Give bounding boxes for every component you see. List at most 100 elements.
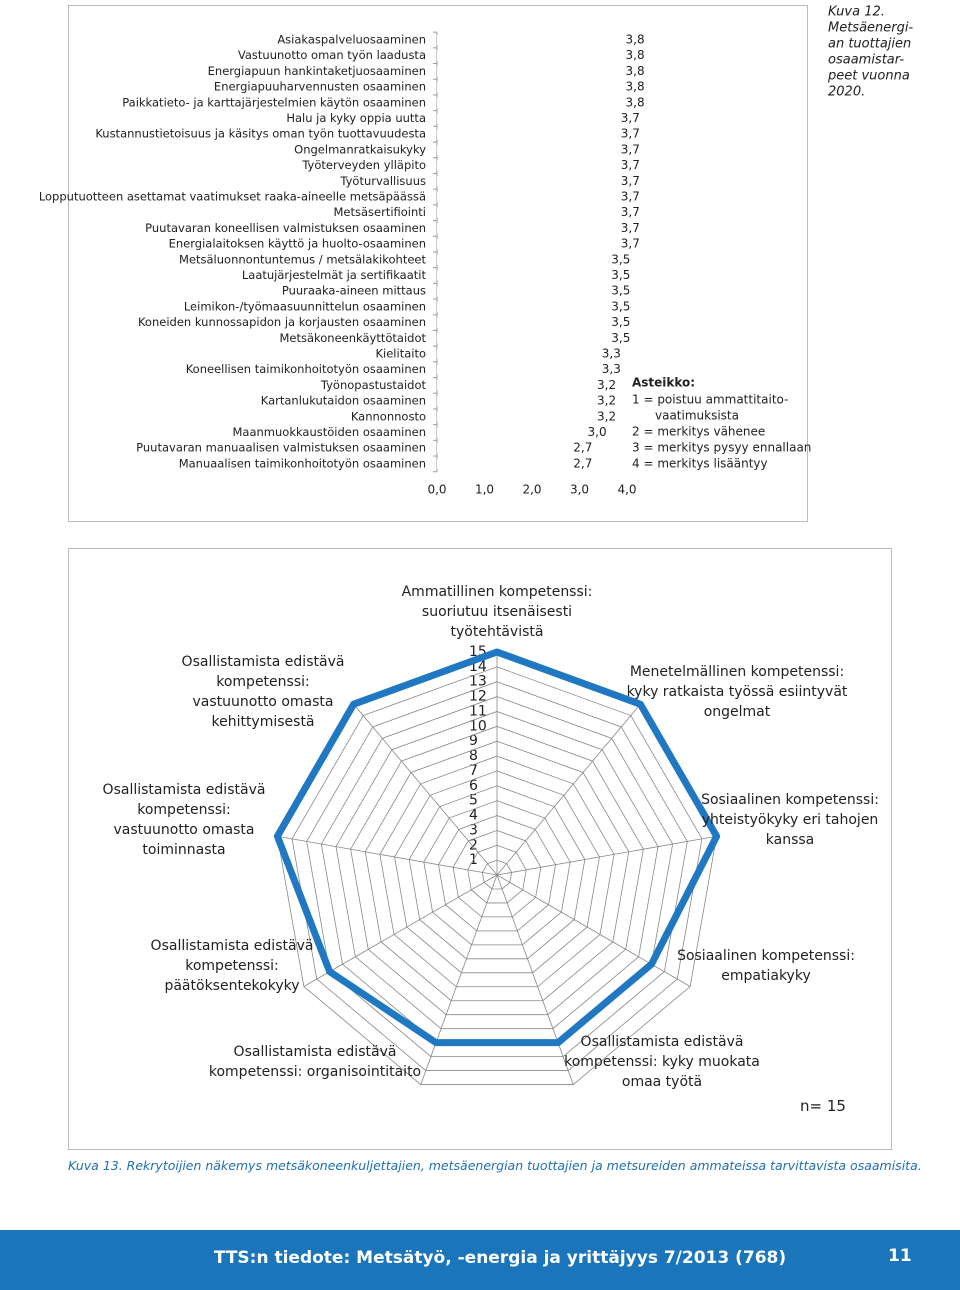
footer-band: TTS:n tiedote: Metsätyö, -energia ja yri… — [0, 1230, 960, 1290]
value-label: 3,3 — [602, 347, 621, 361]
category-label: Energiapuun hankintaketjuosaaminen — [208, 64, 426, 78]
category-label: Kannonnosto — [351, 409, 426, 423]
spoke — [496, 835, 717, 876]
grid-ring — [364, 740, 630, 1002]
category-label: Energiapuuharvennusten osaaminen — [214, 80, 426, 94]
bar — [437, 349, 594, 359]
bar — [437, 176, 613, 187]
bar — [437, 144, 613, 155]
r-tick-label: 13 — [469, 674, 487, 690]
value-label: 3,5 — [611, 315, 630, 329]
grid-ring — [481, 859, 513, 890]
bar — [437, 66, 618, 77]
axis-label: Osallistamista edistävä kompetenssi: kyk… — [564, 1034, 760, 1090]
caption: Kuva 13. Rekrytoijien näkemys metsäkonee… — [68, 1158, 922, 1173]
axis-label: Menetelmällinen kompetenssi: kyky ratkai… — [626, 664, 848, 720]
bar — [437, 129, 613, 140]
category-label: Leimikon-/työmaasuunnittelun osaaminen — [184, 299, 426, 313]
x-tick-label: 1,0 — [475, 483, 494, 497]
category-label: Koneiden kunnossapidon ja korjausten osa… — [138, 315, 426, 329]
r-tick-label: 12 — [469, 689, 487, 705]
value-label: 3,8 — [626, 64, 645, 78]
grid-ring — [306, 681, 688, 1058]
category-label: Työnopastustaidot — [320, 378, 427, 392]
bar — [437, 35, 618, 45]
axis-label: Sosiaalinen kompetenssi: yhteistyökyky e… — [701, 792, 879, 848]
value-label: 3,5 — [611, 331, 630, 345]
bar — [437, 286, 604, 297]
caption: peet vuonna — [827, 69, 910, 84]
spoke — [496, 703, 641, 876]
value-label: 3,8 — [626, 33, 645, 47]
category-label: Kartanlukutaidon osaaminen — [261, 394, 426, 408]
caption: Kuva 12. — [828, 5, 885, 20]
x-tick-label: 4,0 — [617, 483, 636, 497]
value-label: 3,3 — [602, 362, 621, 376]
category-label: Työterveyden ylläpito — [301, 158, 426, 172]
legend-line: 3 = merkitys pysyy ennallaan — [632, 441, 811, 455]
r-tick-label: 11 — [469, 703, 487, 719]
spoke — [496, 874, 574, 1085]
axis-label: Osallistamista edistävä kompetenssi: org… — [208, 1044, 422, 1080]
category-label: Maanmuokkaustöiden osaaminen — [232, 425, 426, 439]
grid-ring — [350, 725, 644, 1016]
bar — [437, 427, 580, 438]
grid-ring — [423, 800, 571, 946]
bar — [437, 301, 604, 312]
r-tick-label: 10 — [469, 718, 487, 734]
legend-line: vaatimuksista — [655, 409, 739, 423]
bar — [437, 97, 618, 108]
value-label: 3,7 — [621, 111, 640, 125]
caption: an tuottajien — [828, 37, 911, 52]
value-label: 3,8 — [626, 48, 645, 62]
bar — [437, 458, 566, 469]
category-label: Ongelmanratkaisukyky — [294, 142, 426, 156]
chart-frame — [68, 5, 808, 522]
category-label: Energialaitoksen käyttö ja huolto-osaami… — [169, 237, 426, 251]
grid-ring — [394, 770, 600, 974]
chart-frame — [68, 548, 892, 1150]
annotation: n= 15 — [800, 1097, 846, 1115]
bar — [437, 270, 604, 281]
value-label: 3,7 — [621, 190, 640, 204]
category-label: Kielitaito — [376, 347, 427, 361]
axis-label: Osallistamista edistävä kompetenssi: pää… — [150, 938, 314, 994]
value-label: 3,7 — [621, 237, 640, 251]
bar — [437, 411, 589, 422]
category-label: Laatujärjestelmät ja sertifikaatit — [242, 268, 427, 282]
value-label: 3,7 — [621, 174, 640, 188]
value-label: 3,5 — [611, 252, 630, 266]
r-tick-label: 4 — [469, 808, 478, 824]
r-tick-label: 6 — [469, 778, 478, 794]
spoke — [353, 703, 498, 876]
value-label: 3,0 — [588, 425, 607, 439]
legend-line: 1 = poistuu ammattitaito- — [632, 393, 788, 407]
value-label: 3,7 — [621, 205, 640, 219]
spoke — [277, 835, 498, 876]
bar — [437, 443, 566, 454]
bar — [437, 192, 613, 202]
category-label: Metsäluonnontuntemus / metsälakikohteet — [179, 252, 426, 266]
bar — [437, 223, 613, 234]
bar — [437, 364, 594, 375]
x-tick-label: 3,0 — [570, 483, 589, 497]
axis-label: Sosiaalinen kompetenssi: empatiakyky — [677, 948, 855, 984]
series-line — [273, 648, 721, 1047]
r-tick-label: 9 — [469, 733, 478, 749]
grid-ring — [452, 829, 542, 918]
x-tick-label: 0,0 — [427, 483, 446, 497]
bar — [437, 82, 618, 93]
category-label: Metsäkoneenkäyttötaidot — [279, 331, 426, 345]
category-label: Lopputuotteen asettamat vaatimukset raak… — [39, 190, 426, 204]
category-label: Paikkatieto- ja karttajärjestelmien käyt… — [122, 95, 426, 109]
r-tick-label: 8 — [469, 748, 478, 764]
bar — [437, 50, 618, 61]
grid-ring — [335, 711, 659, 1030]
caption: Metsäenergi- — [828, 21, 913, 36]
grid-ring — [438, 815, 556, 932]
footer-title: TTS:n tiedote: Metsätyö, -energia ja yri… — [213, 1248, 787, 1268]
legend-line: 4 = merkitys lisääntyy — [632, 457, 768, 471]
r-tick-label: 3 — [469, 822, 478, 838]
